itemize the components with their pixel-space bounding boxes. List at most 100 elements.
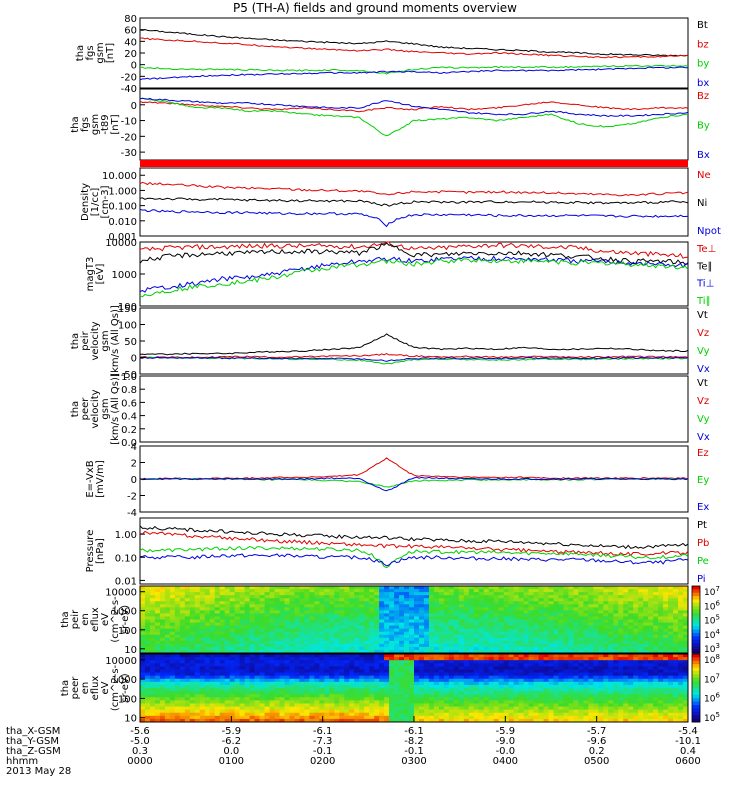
- spectrogram-cell: [513, 654, 520, 658]
- spectrogram-cell: [648, 649, 654, 654]
- spectrogram-cell: [648, 688, 654, 692]
- spectrogram-cell: [538, 643, 545, 648]
- spectrogram-cell: [304, 625, 310, 630]
- spectrogram-cell: [384, 625, 390, 630]
- spectrogram-cell: [404, 610, 410, 614]
- spectrogram-cell: [628, 640, 634, 645]
- y-axis-label: gsm: [95, 42, 106, 63]
- spectrogram-cell: [593, 586, 599, 590]
- spectrogram-cell: [488, 640, 495, 645]
- spectrogram-cell: [493, 657, 500, 661]
- spectrogram-cell: [334, 712, 340, 717]
- spectrogram-cell: [638, 589, 644, 593]
- spectrogram-cell: [578, 672, 584, 677]
- spectrogram-cell: [658, 694, 664, 698]
- spectrogram-cell: [244, 703, 251, 708]
- spectrogram-cell: [618, 663, 624, 667]
- spectrogram-cell: [374, 628, 380, 633]
- spectrogram-cell: [314, 601, 320, 605]
- spectrogram-cell: [184, 681, 191, 686]
- spectrogram-cell: [194, 610, 201, 614]
- spectrogram-cell: [354, 697, 360, 701]
- spectrogram-cell: [428, 688, 435, 692]
- spectrogram-cell: [648, 613, 654, 617]
- spectrogram-cell: [508, 616, 515, 620]
- spectrogram-cell: [623, 715, 629, 720]
- spectrogram-cell: [553, 660, 559, 664]
- spectrogram-cell: [628, 607, 634, 611]
- spectrogram-cell: [473, 684, 480, 689]
- spectrogram-cell: [543, 675, 550, 680]
- spectrogram-cell: [533, 586, 540, 590]
- spectrogram-cell: [423, 672, 430, 677]
- spectrogram-cell: [483, 586, 490, 590]
- spectrogram-cell: [473, 628, 480, 633]
- spectrogram-cell: [543, 628, 550, 633]
- spectrogram-cell: [433, 672, 440, 677]
- spectrogram-cell: [543, 634, 550, 639]
- spectrogram-cell: [324, 643, 330, 648]
- spectrogram-cell: [334, 634, 340, 639]
- spectrogram-cell: [244, 586, 251, 590]
- colorbar-tick-label: 103: [704, 642, 720, 655]
- spectrogram-cell: [433, 703, 440, 708]
- spectrogram-cell: [319, 622, 325, 627]
- spectrogram-cell: [329, 622, 335, 627]
- spectrogram-cell: [483, 703, 490, 708]
- spectrogram-cell: [453, 684, 460, 689]
- spectrogram-cell: [608, 646, 614, 651]
- y-tick-label: -10: [121, 117, 137, 128]
- spectrogram-cell: [204, 592, 211, 596]
- spectrogram-cell: [249, 694, 256, 698]
- spectrogram-cell: [483, 657, 490, 661]
- spectrogram-cell: [543, 694, 550, 698]
- spectrogram-cell: [513, 646, 520, 651]
- spectrogram-cell: [523, 595, 530, 599]
- spectrogram-cell: [229, 622, 236, 627]
- spectrogram-cell: [568, 660, 574, 664]
- spectrogram-cell: [463, 678, 470, 683]
- spectrogram-cell: [224, 586, 231, 590]
- spectrogram-cell: [608, 660, 614, 664]
- y-tick-label: 1.00: [115, 530, 137, 541]
- spectrogram-cell: [498, 703, 505, 708]
- spectrogram-cell: [249, 681, 256, 686]
- spectrogram-cell: [339, 657, 345, 661]
- spectrogram-cell: [169, 640, 176, 645]
- spectrogram-cell: [394, 681, 400, 686]
- spectrogram-cell: [608, 619, 614, 624]
- spectrogram-cell: [209, 646, 216, 651]
- spectrogram-cell: [289, 697, 295, 701]
- spectrogram-cell: [543, 595, 550, 599]
- spectrogram-cell: [339, 598, 345, 602]
- spectrogram-cell: [548, 589, 554, 593]
- spectrogram-cell: [578, 703, 584, 708]
- spectrogram-cell: [458, 649, 465, 654]
- spectrogram-cell: [244, 637, 251, 642]
- spectrogram-cell: [433, 669, 440, 674]
- spectrogram-cell: [633, 595, 639, 599]
- spectrogram-cell: [623, 666, 629, 670]
- spectrogram-cell: [483, 718, 490, 723]
- spectrogram-cell: [374, 616, 380, 620]
- spectrogram-cell: [179, 586, 186, 590]
- spectrogram-cell: [140, 712, 146, 717]
- spectrogram-cell: [643, 684, 649, 689]
- spectrogram-cell: [169, 613, 176, 617]
- spectrogram-cell: [259, 691, 266, 695]
- spectrogram-cell: [259, 637, 266, 642]
- spectrogram-cell: [354, 610, 360, 614]
- spectrogram-cell: [299, 706, 305, 711]
- spectrogram-cell: [418, 586, 425, 590]
- spectrogram-cell: [418, 688, 425, 692]
- spectrogram-cell: [478, 666, 485, 670]
- spectrogram-cell: [588, 634, 594, 639]
- spectrogram-cell: [389, 613, 395, 617]
- spectrogram-cell: [653, 643, 659, 648]
- spectrogram-cell: [204, 598, 211, 602]
- spectrogram-cell: [199, 604, 206, 608]
- spectrogram-cell: [324, 697, 330, 701]
- y-axis-label: eV: [100, 613, 111, 626]
- spectrogram-cell: [498, 672, 505, 677]
- spectrogram-cell: [628, 709, 634, 714]
